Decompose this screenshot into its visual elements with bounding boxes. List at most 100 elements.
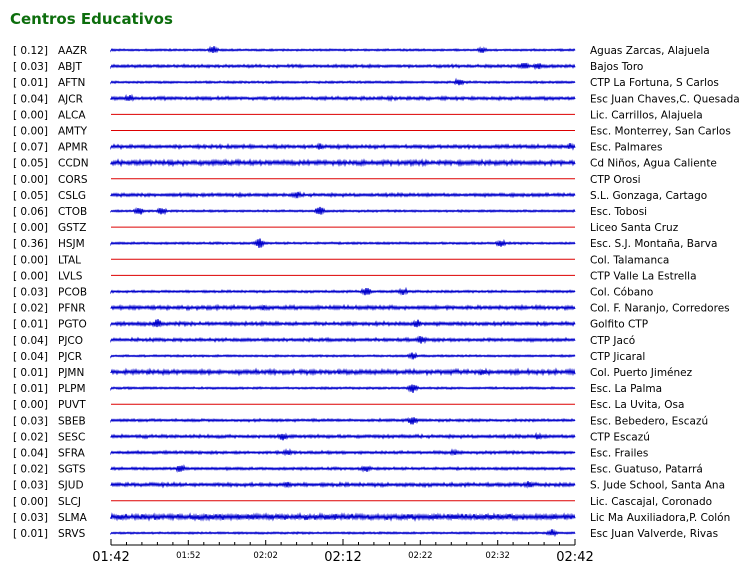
station-trace — [110, 511, 576, 522]
x-tick-label-minor: 01:52 — [176, 551, 201, 561]
station-site-name: Col. Puerto Jiménez — [590, 367, 693, 379]
station-level: [ 0.12] — [13, 45, 48, 57]
station-level: [ 0.01] — [13, 319, 48, 331]
station-row-aftn: [ 0.01] AFTN CTP La Fortuna, S Carlos — [13, 77, 719, 89]
station-level: [ 0.06] — [13, 206, 48, 218]
station-site-name: Lic. Carrillos, Alajuela — [590, 109, 703, 121]
station-level: [ 0.03] — [13, 61, 48, 73]
station-site-name: Esc. Bebedero, Escazú — [590, 415, 708, 427]
station-site-name: Esc. La Uvita, Osa — [590, 399, 684, 411]
station-site-name: Esc Juan Valverde, Rivas — [590, 528, 718, 540]
station-site-name: Lic Ma Auxiliadora,P. Colón — [590, 512, 730, 524]
station-code: SLCJ — [58, 496, 81, 508]
station-trace — [110, 45, 576, 54]
station-row-alca: [ 0.00] ALCA Lic. Carrillos, Alajuela — [13, 109, 703, 121]
station-trace — [110, 303, 576, 312]
station-code: SJUD — [58, 480, 84, 492]
station-code: GSTZ — [58, 222, 86, 234]
station-level: [ 0.00] — [13, 496, 48, 508]
station-level: [ 0.00] — [13, 109, 48, 121]
station-level: [ 0.00] — [13, 399, 48, 411]
station-code: PLPM — [58, 383, 86, 395]
station-code: LTAL — [58, 254, 81, 266]
station-level: [ 0.02] — [13, 431, 48, 443]
station-level: [ 0.03] — [13, 512, 48, 524]
station-site-name: Esc. La Palma — [590, 383, 662, 395]
station-site-name: Esc. Guatuso, Patarrá — [590, 464, 703, 476]
station-site-name: Esc. Frailes — [590, 448, 648, 460]
station-code: PJCO — [58, 335, 83, 347]
station-row-ltal: [ 0.00] LTAL Col. Talamanca — [13, 254, 669, 266]
station-trace — [110, 286, 576, 296]
station-site-name: Esc. Tobosi — [590, 206, 647, 218]
station-site-name: Col. Cóbano — [590, 287, 653, 299]
station-row-gstz: [ 0.00] GSTZ Liceo Santa Cruz — [13, 222, 679, 234]
station-site-name: CTP La Fortuna, S Carlos — [590, 77, 719, 89]
station-row-pgto: [ 0.01] PGTO Golfito CTP — [13, 319, 648, 331]
station-row-ccdn: [ 0.05] CCDN Cd Niños, Agua Caliente — [13, 158, 717, 170]
station-level: [ 0.00] — [13, 222, 48, 234]
station-trace — [110, 384, 576, 393]
station-level: [ 0.07] — [13, 142, 48, 154]
station-code: APMR — [58, 142, 88, 154]
station-trace — [110, 319, 576, 328]
station-code: SESC — [58, 431, 85, 443]
station-level: [ 0.03] — [13, 480, 48, 492]
station-code: PJMN — [58, 367, 84, 379]
station-code: AFTN — [58, 77, 85, 89]
station-level: [ 0.03] — [13, 415, 48, 427]
station-site-name: S.L. Gonzaga, Cartago — [590, 190, 707, 202]
station-trace — [110, 142, 576, 151]
station-site-name: CTP Valle La Estrella — [590, 270, 697, 282]
station-level: [ 0.01] — [13, 367, 48, 379]
x-tick-label-major: 02:12 — [324, 550, 361, 563]
x-tick-label-minor: 02:02 — [253, 551, 278, 561]
station-code: HSJM — [58, 238, 85, 250]
station-level: [ 0.00] — [13, 254, 48, 266]
station-site-name: CTP Orosi — [590, 174, 641, 186]
station-row-sgts: [ 0.02] SGTS Esc. Guatuso, Patarrá — [13, 464, 703, 476]
station-row-apmr: [ 0.07] APMR Esc. Palmares — [13, 142, 662, 154]
station-site-name: S. Jude School, Santa Ana — [590, 480, 725, 492]
x-tick-label-minor: 02:32 — [485, 551, 510, 561]
station-code: SLMA — [58, 512, 88, 524]
station-trace — [110, 206, 576, 216]
station-trace — [110, 93, 576, 102]
station-trace — [110, 158, 576, 168]
station-site-name: Golfito CTP — [590, 319, 648, 331]
x-tick-label-major: 01:42 — [92, 550, 129, 563]
station-code: SBEB — [58, 415, 86, 427]
station-row-cors: [ 0.00] CORS CTP Orosi — [13, 174, 641, 186]
chart-title: Centros Educativos — [10, 10, 173, 28]
station-site-name: Cd Niños, Agua Caliente — [590, 158, 717, 170]
station-rows: [ 0.12] AAZR Aguas Zarcas, Alajuela [ 0.03]… — [13, 45, 740, 540]
station-level: [ 0.00] — [13, 270, 48, 282]
station-code: SRVS — [58, 528, 86, 540]
station-row-slma: [ 0.03] SLMA Lic Ma Auxiliadora,P. Colón — [13, 512, 730, 524]
station-trace — [110, 238, 576, 248]
station-row-ctob: [ 0.06] CTOB Esc. Tobosi — [13, 206, 647, 218]
station-site-name: Esc Juan Chaves,C. Quesada — [590, 93, 740, 105]
station-row-lvls: [ 0.00] LVLS CTP Valle La Estrella — [13, 270, 697, 282]
station-code: SFRA — [58, 448, 86, 460]
station-trace — [110, 464, 576, 473]
station-row-amty: [ 0.00] AMTY Esc. Monterrey, San Carlos — [13, 126, 731, 138]
station-level: [ 0.02] — [13, 303, 48, 315]
station-site-name: CTP Jacó — [590, 335, 635, 347]
station-level: [ 0.04] — [13, 335, 48, 347]
x-tick-label-minor: 02:22 — [408, 551, 433, 561]
station-level: [ 0.04] — [13, 448, 48, 460]
station-trace — [110, 62, 576, 71]
station-code: PFNR — [58, 303, 86, 315]
station-site-name: Col. Talamanca — [590, 254, 669, 266]
station-code: PGTO — [58, 319, 87, 331]
station-site-name: Esc. S.J. Montaña, Barva — [590, 238, 717, 250]
station-code: CORS — [58, 174, 88, 186]
station-level: [ 0.04] — [13, 351, 48, 363]
station-code: PUVT — [58, 399, 86, 411]
station-row-hsjm: [ 0.36] HSJM Esc. S.J. Montaña, Barva — [13, 238, 717, 250]
station-site-name: Aguas Zarcas, Alajuela — [590, 45, 710, 57]
station-site-name: Esc. Palmares — [590, 142, 662, 154]
station-site-name: Liceo Santa Cruz — [590, 222, 679, 234]
